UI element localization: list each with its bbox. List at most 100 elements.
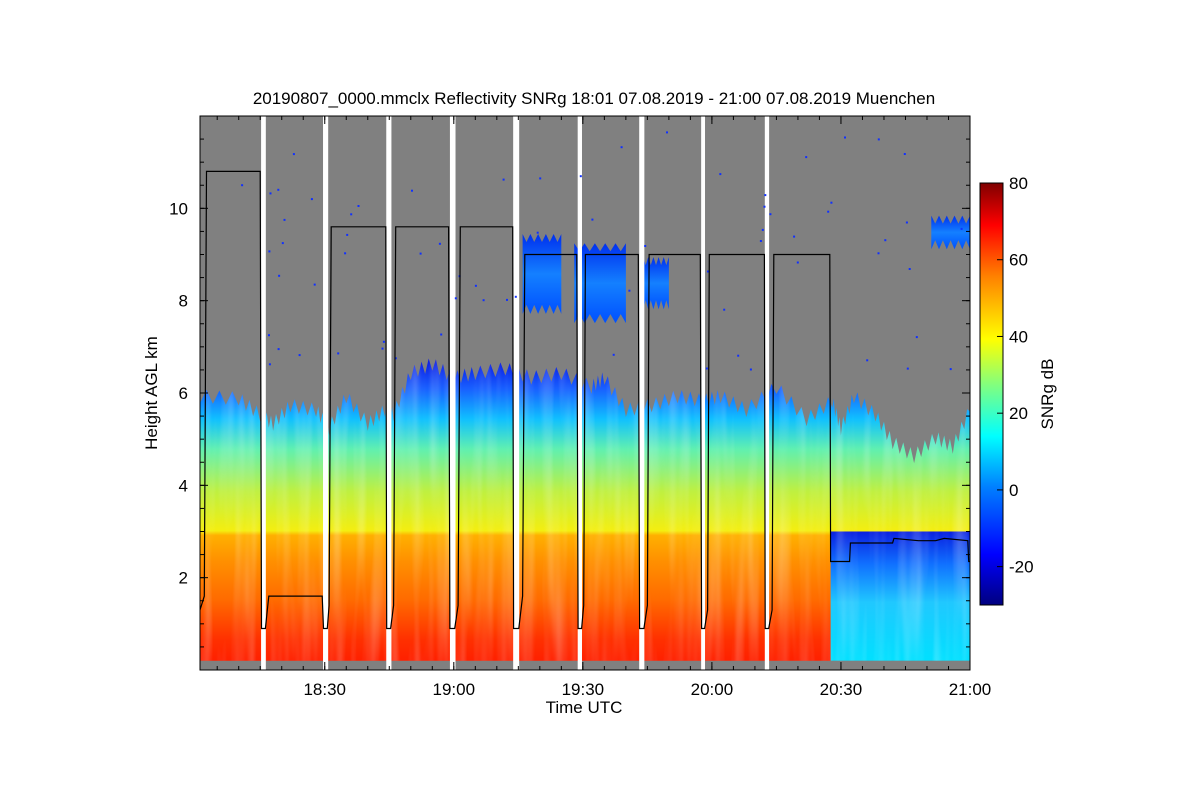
noise-dot — [793, 235, 796, 238]
colorbar-tick-label: 60 — [1009, 251, 1028, 270]
noise-dot — [591, 218, 594, 221]
noise-dot — [737, 354, 740, 357]
data-gap-0 — [261, 116, 266, 670]
noise-dot — [830, 201, 833, 204]
noise-dot — [502, 178, 505, 181]
noise-dot — [394, 357, 397, 360]
noise-dot — [277, 348, 280, 351]
noise-dot — [440, 333, 443, 336]
data-gap-1 — [323, 116, 329, 670]
noise-dot — [344, 252, 347, 255]
y-axis-label: Height AGL km — [142, 336, 161, 450]
noise-dot — [438, 242, 441, 245]
noise-dot — [705, 367, 708, 370]
noise-dot — [277, 188, 280, 191]
noise-dot — [915, 336, 918, 339]
noise-dot — [796, 261, 799, 264]
noise-dot — [381, 347, 384, 350]
noise-dot — [903, 153, 906, 155]
fall-streaks-texture — [200, 358, 970, 661]
noise-dot — [419, 252, 422, 255]
noise-dot — [906, 367, 909, 370]
y-tick-label: 6 — [179, 384, 188, 403]
noise-dot — [278, 274, 281, 277]
noise-dot — [908, 268, 911, 270]
noise-dot — [763, 205, 766, 208]
noise-dot — [298, 354, 301, 357]
noise-dot — [506, 298, 508, 301]
noise-dot — [268, 334, 270, 337]
noise-dot — [283, 218, 286, 221]
noise-dot — [337, 352, 340, 355]
noise-dot — [719, 173, 722, 176]
y-tick-label: 8 — [179, 292, 188, 311]
data-gap-5 — [577, 116, 582, 670]
scan-height-line — [200, 170, 970, 630]
x-tick-label: 20:30 — [820, 680, 863, 699]
colorbar-label: SNRg dB — [1038, 359, 1057, 430]
noise-dot — [382, 340, 385, 343]
noise-dot — [281, 242, 284, 245]
plot-area — [200, 116, 970, 670]
noise-dot — [723, 308, 726, 311]
noise-dot — [350, 213, 353, 216]
x-axis-label: Time UTC — [546, 698, 623, 717]
data-gap-2 — [386, 116, 392, 670]
y-axis: 2 4 6 8 10 — [169, 138, 970, 648]
noise-dot — [707, 270, 709, 273]
colorbar-tick-label: 0 — [1009, 481, 1018, 500]
noise-dot — [313, 283, 316, 286]
y-tick-label: 10 — [169, 199, 188, 218]
noise-dot — [905, 221, 908, 224]
noise-dot — [644, 245, 647, 247]
x-tick-label: 19:30 — [562, 680, 605, 699]
upper-cloud-patch-0 — [522, 234, 562, 314]
x-tick-label: 19:00 — [433, 680, 476, 699]
noise-dot — [612, 353, 615, 356]
data-gap-4 — [513, 116, 520, 670]
y-tick-label: 2 — [179, 569, 188, 588]
noise-dot — [482, 299, 485, 302]
noise-dot — [269, 192, 272, 195]
noise-dot — [268, 363, 271, 366]
noise-dot — [759, 240, 762, 242]
data-gap-6 — [639, 116, 645, 670]
noise-dot — [877, 252, 880, 255]
noise-dot — [866, 359, 869, 362]
noise-dot — [454, 297, 457, 300]
noise-dot — [844, 136, 846, 139]
noise-dot — [514, 295, 517, 298]
data-gap-8 — [764, 116, 770, 670]
upper-cloud-patch-3 — [931, 215, 970, 250]
noise-dot — [884, 239, 887, 242]
noise-dot — [241, 184, 244, 187]
noise-dot — [769, 213, 772, 216]
colorbar: -20 0 20 40 60 80 SNRg dB — [979, 174, 1057, 606]
noise-dot — [292, 153, 295, 156]
data-gap-3 — [449, 116, 456, 670]
x-tick-label: 18:30 — [303, 680, 346, 699]
noise-dot — [411, 189, 413, 192]
colorbar-tick-label: 40 — [1009, 327, 1028, 346]
noise-dot — [877, 138, 880, 141]
noise-dot — [960, 227, 963, 230]
noise-dot — [827, 210, 830, 213]
noise-dot — [474, 284, 477, 287]
noise-dot — [949, 368, 952, 371]
noise-dot — [620, 146, 623, 149]
noise-dot — [628, 289, 631, 292]
noise-dot — [666, 131, 668, 134]
colorbar-gradient — [979, 182, 1004, 606]
x-tick-label: 20:00 — [691, 680, 734, 699]
noise-dot — [749, 368, 752, 371]
colorbar-tick-label: 80 — [1009, 174, 1028, 193]
colorbar-tick-label: -20 — [1009, 558, 1034, 577]
noise-dot — [539, 177, 542, 180]
x-axis: 18:30 19:00 19:30 20:00 20:30 21:00 — [216, 116, 992, 699]
noise-dot — [346, 233, 349, 236]
noise-dot — [357, 205, 360, 207]
noise-dot — [761, 228, 764, 231]
x-tick-label: 21:00 — [949, 680, 992, 699]
upper-cloud-patch-1 — [574, 243, 626, 324]
